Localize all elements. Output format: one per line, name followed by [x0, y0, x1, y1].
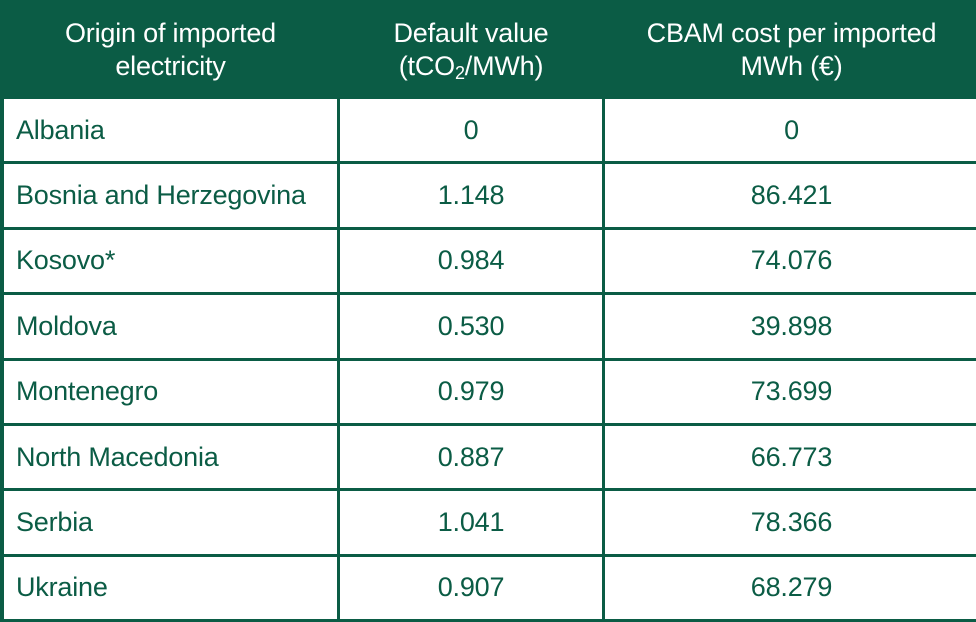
header-default-unit-sub: 2 — [454, 62, 465, 83]
header-origin-line1: Origin of imported — [65, 17, 276, 48]
table-row: Moldova 0.530 39.898 — [4, 295, 976, 358]
table-row: Kosovo* 0.984 74.076 — [4, 229, 976, 293]
cell-default-value: 0 — [340, 99, 602, 162]
cell-cbam-cost: 39.898 — [605, 295, 976, 358]
cell-cbam-cost: 73.699 — [605, 360, 976, 423]
cell-cbam-cost: 74.076 — [605, 229, 976, 293]
cell-default-value: 0.887 — [340, 425, 602, 489]
table-row: North Macedonia 0.887 66.773 — [4, 425, 976, 489]
cell-default-value: 0.907 — [340, 556, 602, 619]
cell-origin: Kosovo* — [4, 229, 337, 293]
header-default-unit-post: /MWh) — [464, 50, 544, 81]
table-row: Bosnia and Herzegovina 1.148 86.421 — [4, 164, 976, 227]
cell-origin: Montenegro — [4, 360, 337, 423]
header-cost-line1: CBAM cost per imported — [646, 17, 937, 48]
cell-cbam-cost: 0 — [605, 99, 976, 162]
header-cbam-cost: CBAM cost per imported MWh (€) — [605, 3, 976, 96]
table-row: Albania 0 0 — [4, 99, 976, 162]
cell-default-value: 1.041 — [340, 491, 602, 554]
table-body: Albania 0 0 Bosnia and Herzegovina 1.148 86.4… — [4, 99, 976, 619]
cell-default-value: 0.530 — [340, 295, 602, 358]
header-cost-line2: MWh (€) — [740, 50, 843, 81]
cell-origin: Albania — [4, 99, 337, 162]
header-default-line1: Default value — [393, 17, 549, 48]
cell-cbam-cost: 78.366 — [605, 491, 976, 554]
cell-origin: Bosnia and Herzegovina — [4, 164, 337, 227]
cell-default-value: 0.979 — [340, 360, 602, 423]
cell-default-value: 1.148 — [340, 164, 602, 227]
cell-default-value: 0.984 — [340, 229, 602, 293]
cell-origin: Ukraine — [4, 556, 337, 619]
cell-cbam-cost: 86.421 — [605, 164, 976, 227]
table-row: Ukraine 0.907 68.279 — [4, 556, 976, 619]
table-row: Montenegro 0.979 73.699 — [4, 360, 976, 423]
table-header-row: Origin of imported electricity Default v… — [4, 3, 976, 96]
cell-origin: Serbia — [4, 491, 337, 554]
header-default-value: Default value (tCO2/MWh) — [340, 3, 602, 96]
table-row: Serbia 1.041 78.366 — [4, 491, 976, 554]
cell-origin: North Macedonia — [4, 425, 337, 489]
cell-cbam-cost: 66.773 — [605, 425, 976, 489]
header-origin: Origin of imported electricity — [4, 3, 337, 96]
cell-origin: Moldova — [4, 295, 337, 358]
header-origin-line2: electricity — [115, 50, 226, 81]
cell-cbam-cost: 68.279 — [605, 556, 976, 619]
header-default-unit-pre: (tCO — [398, 50, 455, 81]
